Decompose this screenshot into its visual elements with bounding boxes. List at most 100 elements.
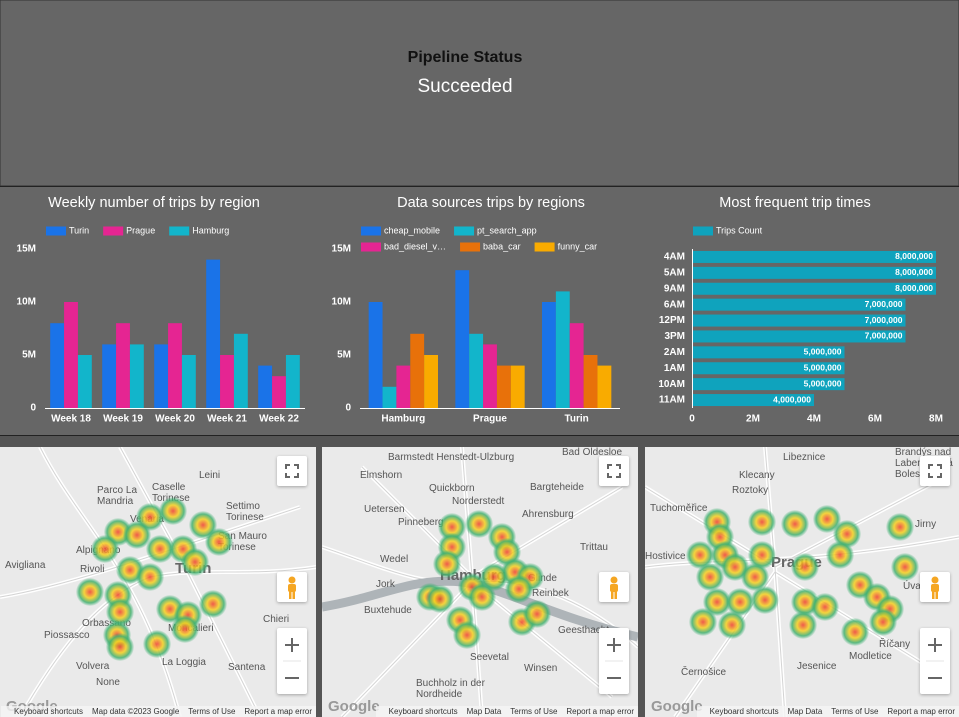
legend-label: pt_search_app [477,225,537,235]
x-tick-label: Prague [473,414,507,425]
heat-spot [143,630,171,658]
bar [692,314,906,327]
place-label: Barmstedt Henstedt-Ulzburg [388,452,515,463]
place-label: Piossasco [44,630,90,641]
value-label: 7,000,000 [865,331,903,341]
legend-label: Turin [69,225,89,235]
footer-link[interactable]: Report a map error [566,707,634,716]
value-label: 5,000,000 [804,378,842,388]
map: Barmstedt Henstedt-Ulzburg Bad Oldesloe El… [322,447,638,717]
heat-spot [91,535,119,563]
pegman[interactable] [920,572,950,602]
zoom-icons [926,638,944,679]
footer-link[interactable]: Map Data [466,707,502,716]
place-label: Říčany [879,639,911,650]
bar [692,298,906,311]
bar [510,365,525,408]
place-label: Trittau [580,542,608,553]
bar [50,323,65,408]
fullscreen-button[interactable] [277,456,307,486]
y-tick-label: 11AM [659,395,685,406]
place-label: Bad Oldesloe [562,447,623,458]
x-tick-label: Week 18 [51,414,91,425]
legend-swatch [361,242,381,252]
y-tick-label: 15M [17,244,36,255]
heat-spot [159,497,187,525]
zoom-controls[interactable] [277,628,307,694]
heat-spot [426,585,454,613]
pegman-icon [931,576,939,599]
place-label: Reinbek [532,588,569,599]
footer-link[interactable]: Terms of Use [831,707,879,716]
status-title: Pipeline Status [408,49,523,66]
place-label: Chieri [263,614,290,625]
fullscreen-button[interactable] [920,456,950,486]
heat-spot [696,563,724,591]
bar [692,266,936,279]
bar [396,365,411,408]
footer-link[interactable]: Keyboard shortcuts [388,707,458,716]
value-label: 7,000,000 [865,299,903,309]
place-label: Modletice [849,651,892,662]
place-label: Černošice [681,667,727,678]
place-label: Orbassano [82,618,131,629]
bar [168,323,182,408]
bar [692,378,845,391]
pegman[interactable] [277,572,307,602]
place-label: Libeznice [783,452,826,463]
footer-link[interactable]: Keyboard shortcuts [709,707,779,716]
place-label: Elmshorn [360,470,403,481]
place-label: Leini [199,470,221,481]
legend-label: Trips Count [716,225,763,235]
place-label: Bargteheide [530,482,584,493]
legend-label: Hamburg [192,225,229,235]
legend-label: bad_diesel_v… [384,241,446,251]
bar [692,250,936,263]
legend-swatch [169,226,190,236]
bar [382,386,397,408]
x-tick-label: Turin [565,414,589,425]
footer-link[interactable]: Keyboard shortcuts [14,707,83,716]
footer-link[interactable]: Map Data [787,707,823,716]
value-label: 5,000,000 [804,363,842,373]
bar [597,365,612,408]
value-label: 7,000,000 [865,315,903,325]
bar [181,355,196,408]
heat-spot [826,541,854,569]
place-label: Uetersen [364,504,405,515]
heat-spot [523,600,551,628]
place-label: Avigliana [5,560,46,571]
y-tick-label: 4AM [664,252,685,263]
footer-link[interactable]: Report a map error [244,707,312,716]
footer-link[interactable]: Terms of Use [510,707,558,716]
footer-link[interactable]: Report a map error [887,707,955,716]
fullscreen-button[interactable] [599,456,629,486]
value-label: 4,000,000 [773,394,811,404]
heat-spot [76,578,104,606]
legend-label: Prague [126,225,155,235]
bar [206,259,221,408]
bar [455,270,470,408]
zoom-controls[interactable] [599,628,629,694]
pegman[interactable] [599,572,629,602]
heat-spot [181,548,209,576]
heat-spot [136,563,164,591]
place-label: Buchholz in der Nordheide [416,678,485,700]
place-label: La Loggia [162,657,206,668]
bar [233,333,248,408]
bar [272,376,286,408]
x-tick-label: 4M [807,414,821,425]
bar [424,355,438,408]
bar [483,344,497,408]
footer-link[interactable]: Map data ©2023 Google [91,707,180,716]
heat-spot [106,633,134,661]
y-tick-label: 0 [30,403,36,414]
fullscreen-icon [928,464,942,478]
heat-spot [748,508,776,536]
zoom-controls[interactable] [920,628,950,694]
x-tick-label: Week 19 [103,414,143,425]
footer-link[interactable]: Terms of Use [188,707,236,716]
legend-swatch [103,226,124,236]
bar [583,355,598,408]
